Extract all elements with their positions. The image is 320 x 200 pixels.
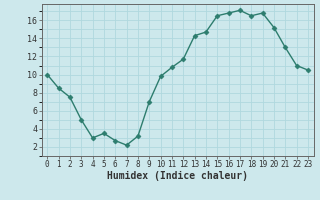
X-axis label: Humidex (Indice chaleur): Humidex (Indice chaleur) (107, 171, 248, 181)
